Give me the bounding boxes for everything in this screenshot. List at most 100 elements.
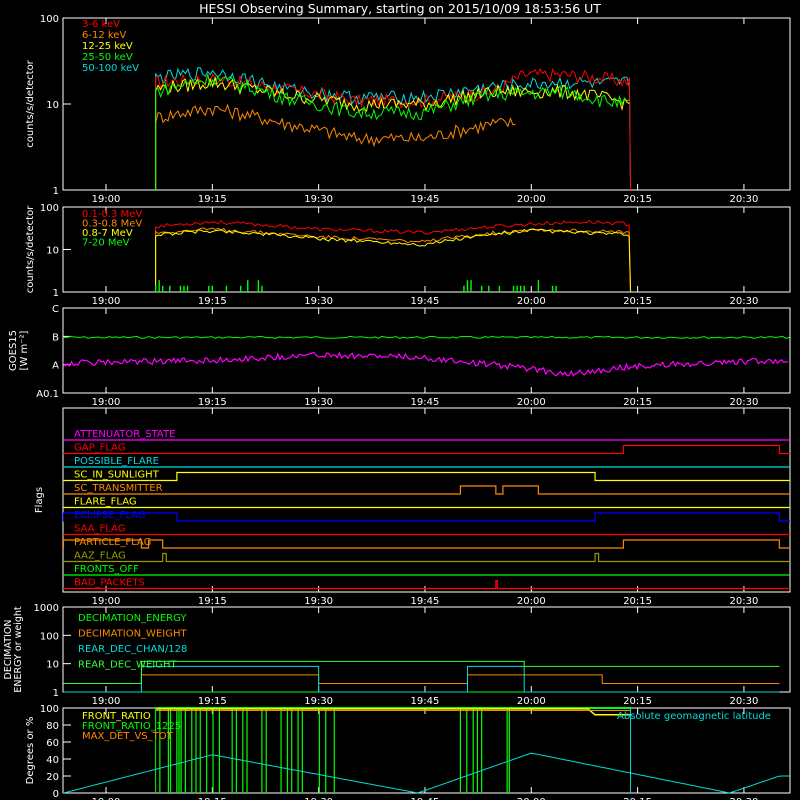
panel-5-xtick-label-19-15: 19:15: [198, 797, 227, 800]
panel-2-xtick-label-19-00: 19:00: [92, 397, 121, 408]
panel-5-series-geomagnetic-latitude: [62, 752, 790, 794]
panel-0-xtick-label-20-30: 20:30: [730, 194, 759, 205]
panel-1-xtick-label-20-30: 20:30: [730, 296, 759, 307]
panel-5-ytick-label-0: 0: [53, 789, 59, 800]
panel-0-legend-25-50-kev: 25-50 keV: [82, 52, 133, 63]
panel-5-legend-front-ratio: FRONT_RATIO: [82, 711, 151, 722]
panel-2-ytick-label-c: C: [52, 304, 59, 315]
panel-5-xtick-label-19-45: 19:45: [411, 797, 440, 800]
panel-1-ytick-label-10: 10: [46, 246, 59, 257]
panel-3: 19:00 19:15 19:30 19:45 20:00 20:15 20:30 Flags…: [34, 407, 791, 607]
panel-4-ytick-label-1000: 1000: [34, 603, 59, 614]
panel-2-ylabel-1: GOES15: [8, 330, 19, 371]
panel-0-legend-6-12-kev: 6-12 keV: [82, 30, 126, 41]
panel-3-xtick-label-19-45: 19:45: [411, 596, 440, 607]
panel-4-legend-rear-dec-chan-128: REAR_DEC_CHAN/128: [78, 644, 187, 655]
panel-4: 19:00 19:15 19:30 19:45 20:00 20:15 20:30 1 10 10…: [3, 603, 791, 707]
panel-3-flag-label-gap-flag: GAP_FLAG: [74, 443, 126, 454]
panel-4-xtick-label-19-15: 19:15: [198, 696, 227, 707]
panel-1-xtick-label-19-30: 19:30: [304, 296, 333, 307]
panel-2-ytick-label-a: A: [52, 361, 59, 372]
panel-3-flag-label-flare-flag: FLARE_FLAG: [74, 497, 137, 508]
panel-4-xtick-label-20-30: 20:30: [730, 696, 759, 707]
panel-4-ylabel-1: DECIMATION: [3, 620, 14, 680]
panel-4-xtick-label-19-45: 19:45: [411, 696, 440, 707]
panel-4-legend-decimation-energy: DECIMATION_ENERGY: [78, 613, 187, 624]
panel-3-xtick-label-19-30: 19:30: [304, 596, 333, 607]
panel-3-xtick-label-19-15: 19:15: [198, 596, 227, 607]
panel-1-ytick-label-100: 100: [40, 203, 59, 214]
panel-3-flag-label-eclipse-flag: ECLIPSE_FLAG: [74, 510, 145, 521]
panel-4-xtick-label-20-15: 20:15: [623, 696, 652, 707]
panel-4-legend-decimation-weight: DECIMATION_WEIGHT: [78, 629, 187, 640]
panel-3-frame: [62, 407, 791, 593]
panel-3-flag-label-sc-transmitter: SC_TRANSMITTER: [74, 483, 163, 494]
panel-1-xtick-label-20-00: 20:00: [517, 296, 546, 307]
panel-0-ytick-label-100: 100: [40, 14, 59, 25]
panel-2-xtick-label-19-15: 19:15: [198, 397, 227, 408]
panel-2-ytick-label-a0-1: A0.1: [36, 389, 59, 400]
panel-0-xtick-label-20-15: 20:15: [623, 194, 652, 205]
panel-3-flag-line-sc-transmitter: [63, 485, 790, 495]
panel-3-flag-line-particle-flag: [62, 539, 790, 549]
panel-0-ytick-label-10: 10: [46, 100, 59, 111]
panel-2-xtick-label-19-30: 19:30: [304, 397, 333, 408]
panel-2-ylabel-2: [W m⁻²]: [19, 330, 30, 370]
panel-0-legend-12-25-kev: 12-25 keV: [82, 41, 133, 52]
panel-0-series-3-6-kev: [155, 67, 632, 191]
panel-3-flag-label-bad-packets: BAD_PACKETS: [74, 578, 145, 589]
panel-4-legend-rear-dec-weight: REAR_DEC_WEIGHT: [78, 660, 177, 671]
panel-1-legend-0-1-0-3-mev: 0.1-0.3 MeV: [82, 209, 142, 220]
panel-0-xtick-label-19-45: 19:45: [411, 194, 440, 205]
panel-0-ytick-label-1: 1: [53, 186, 59, 197]
panel-0-xtick-label-19-30: 19:30: [304, 194, 333, 205]
panel-2-xtick-label-20-00: 20:00: [517, 397, 546, 408]
panel-1-series-0-1-0-3-mev: [155, 219, 632, 293]
panel-1-xtick-label-19-00: 19:00: [92, 296, 121, 307]
panel-4-xtick-label-19-00: 19:00: [92, 696, 121, 707]
panel-0-xtick-label-19-00: 19:00: [92, 194, 121, 205]
panel-5-ytick-label-20: 20: [46, 772, 59, 783]
panel-5-legend-front-ratio-1225: FRONT_RATIO_1225: [82, 721, 181, 732]
panel-2-frame: [62, 307, 791, 394]
panel-5-xtick-label-20-30: 20:30: [730, 797, 759, 800]
figure-title: HESSI Observing Summary, starting on 201…: [199, 1, 601, 16]
panel-0-series-6-12-kev: [155, 103, 516, 190]
panel-3-flag-label-fronts-off: FRONTS_OFF: [74, 564, 139, 575]
panel-3-flag-label-particle-flag: PARTICLE_FLAG: [74, 537, 151, 548]
panel-1-legend-0-3-0-8-mev: 0.3-0.8 MeV: [82, 219, 142, 230]
panel-4-ytick-label-100: 100: [40, 631, 59, 642]
panel-2-series-goes-long: [62, 335, 790, 339]
panel-4-series-rear-dec-weight: [63, 660, 780, 684]
panel-2-series-goes-short: [62, 351, 789, 377]
panel-3-xtick-label-20-00: 20:00: [517, 596, 546, 607]
panel-2: 19:00 19:15 19:30 19:45 20:00 20:15 20:30 A0.1 A…: [8, 304, 791, 408]
panel-1-ytick-label-1: 1: [53, 288, 59, 299]
panel-4-xtick-label-20-00: 20:00: [517, 696, 546, 707]
panel-1-xtick-label-20-15: 20:15: [623, 296, 652, 307]
panel-0-ylabel: counts/s/detector: [25, 59, 36, 147]
panel-0-series-25-50-kev: [155, 74, 630, 190]
panel-5-ytick-label-100: 100: [40, 704, 59, 715]
panel-3-flag-line-gap-flag: [63, 444, 790, 455]
panels: 19:00 19:15 19:30 19:45 20:00 20:15 20:3011010…: [3, 14, 791, 800]
panel-3-flag-line-bad-packets: [63, 579, 790, 590]
panel-3-flag-line-eclipse-flag: [62, 512, 790, 522]
panel-5-ytick-label-60: 60: [46, 738, 59, 749]
panel-5-annotation: Absolute geomagnetic latitude: [617, 711, 771, 722]
panel-3-flag-label-attenuator-state: ATTENUATOR_STATE: [74, 429, 175, 440]
panel-3-flag-label-sc-in-sunlight: SC_IN_SUNLIGHT: [74, 470, 160, 481]
panel-5-xtick-label-19-00: 19:00: [92, 797, 121, 800]
panel-4-ytick-label-10: 10: [46, 660, 59, 671]
panel-3-flag-label-saa-flag: SAA_FLAG: [74, 524, 125, 535]
panel-4-xtick-label-19-30: 19:30: [304, 696, 333, 707]
panel-0-legend-50-100-kev: 50-100 keV: [82, 63, 139, 74]
panel-2-ytick-label-b: B: [52, 332, 59, 343]
panel-3-flag-line-aaz-flag: [63, 552, 790, 563]
panel-4-ylabel-2: ENERGY or weight: [13, 606, 24, 692]
panel-3-xtick-label-20-15: 20:15: [623, 596, 652, 607]
panel-1-xtick-label-19-45: 19:45: [411, 296, 440, 307]
panel-5-series-front-ratio: [155, 708, 631, 716]
panel-5-xtick-label-19-30: 19:30: [304, 797, 333, 800]
